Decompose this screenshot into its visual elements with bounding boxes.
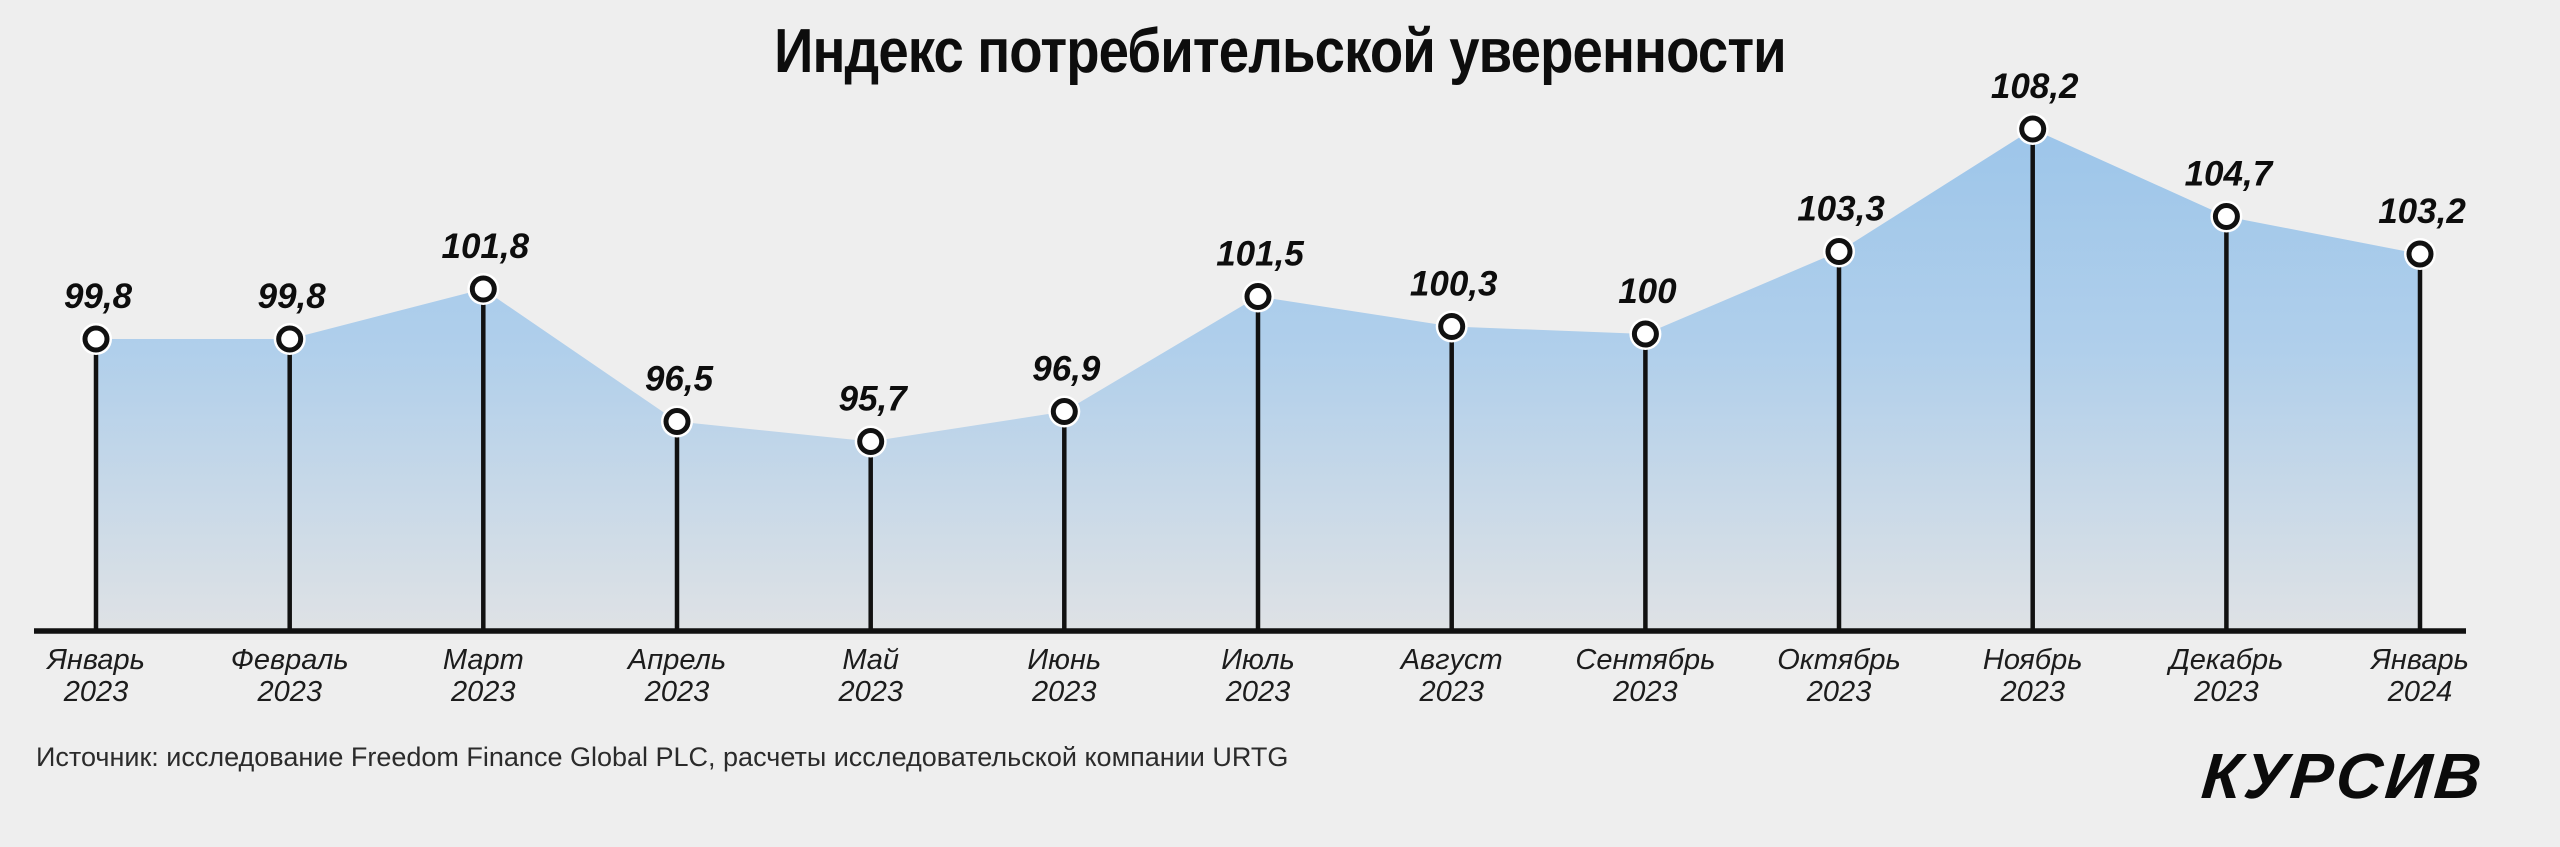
data-point-marker bbox=[1438, 313, 1466, 340]
x-axis-label-month: Март bbox=[443, 644, 524, 676]
x-axis-label-month: Октябрь bbox=[1777, 644, 1901, 676]
x-axis-label-month: Август bbox=[1399, 644, 1503, 676]
x-axis-label-year: 2023 bbox=[837, 676, 903, 708]
data-point-label: 100 bbox=[1618, 272, 1677, 311]
x-axis-label-month: Январь bbox=[2369, 644, 2469, 676]
data-point-label: 104,7 bbox=[2185, 155, 2274, 194]
data-point-marker bbox=[82, 325, 110, 353]
x-axis-label-year: 2023 bbox=[1806, 676, 1872, 708]
x-axis-label-month: Май bbox=[842, 644, 899, 676]
x-axis-label-month: Июль bbox=[1221, 644, 1295, 676]
x-axis-label-year: 2023 bbox=[644, 676, 710, 708]
data-point-marker bbox=[2019, 115, 2047, 143]
x-axis-label-month: Ноябрь bbox=[1983, 644, 2083, 676]
x-axis-label-year: 2023 bbox=[1031, 676, 1097, 708]
data-point-label: 95,7 bbox=[839, 380, 909, 419]
data-point-marker bbox=[276, 325, 304, 353]
data-point-marker bbox=[1631, 320, 1659, 348]
data-point-marker bbox=[2212, 203, 2240, 230]
x-axis-label-year: 2024 bbox=[2387, 676, 2453, 708]
data-point-marker bbox=[2406, 240, 2434, 268]
kursiv-logo: КУРСИВ bbox=[2199, 740, 2488, 812]
x-axis-label-year: 2023 bbox=[450, 676, 516, 708]
data-point-label: 103,2 bbox=[2378, 192, 2466, 231]
x-axis-label-month: Декабрь bbox=[2166, 644, 2283, 676]
data-point-marker bbox=[857, 428, 885, 455]
data-point-marker bbox=[1244, 283, 1272, 310]
data-point-label: 101,5 bbox=[1216, 235, 1304, 274]
data-point-label: 101,8 bbox=[442, 227, 530, 266]
source-note: Источник: исследование Freedom Finance G… bbox=[36, 742, 1289, 772]
data-point-label: 108,2 bbox=[1991, 67, 2079, 106]
x-axis-label-year: 2023 bbox=[1612, 676, 1678, 708]
x-axis-label-year: 2023 bbox=[2193, 676, 2259, 708]
x-axis-label-month: Сентябрь bbox=[1575, 644, 1715, 676]
data-point-label: 96,5 bbox=[645, 360, 714, 399]
data-point-label: 103,3 bbox=[1797, 190, 1885, 229]
x-axis-label-year: 2023 bbox=[256, 676, 322, 708]
data-point-marker bbox=[1825, 238, 1853, 265]
data-point-label: 99,8 bbox=[64, 277, 133, 316]
x-axis-label-month: Апрель bbox=[626, 644, 726, 676]
x-axis-label-year: 2023 bbox=[63, 676, 129, 708]
x-axis-label-month: Февраль bbox=[231, 644, 349, 676]
data-point-label: 99,8 bbox=[258, 277, 327, 316]
data-point-marker bbox=[663, 408, 691, 435]
chart-title: Индекс потребительской уверенности bbox=[774, 17, 1787, 86]
x-axis-label-month: Июнь bbox=[1027, 644, 1101, 676]
data-point-label: 96,9 bbox=[1032, 350, 1101, 389]
x-axis-label-month: Январь bbox=[45, 644, 145, 676]
x-axis-label-year: 2023 bbox=[1418, 676, 1484, 708]
data-point-marker bbox=[1050, 398, 1078, 425]
data-point-marker bbox=[469, 275, 497, 303]
x-axis-label-year: 2023 bbox=[1999, 676, 2065, 708]
x-axis-label-year: 2023 bbox=[1225, 676, 1291, 708]
data-point-label: 100,3 bbox=[1410, 265, 1498, 304]
